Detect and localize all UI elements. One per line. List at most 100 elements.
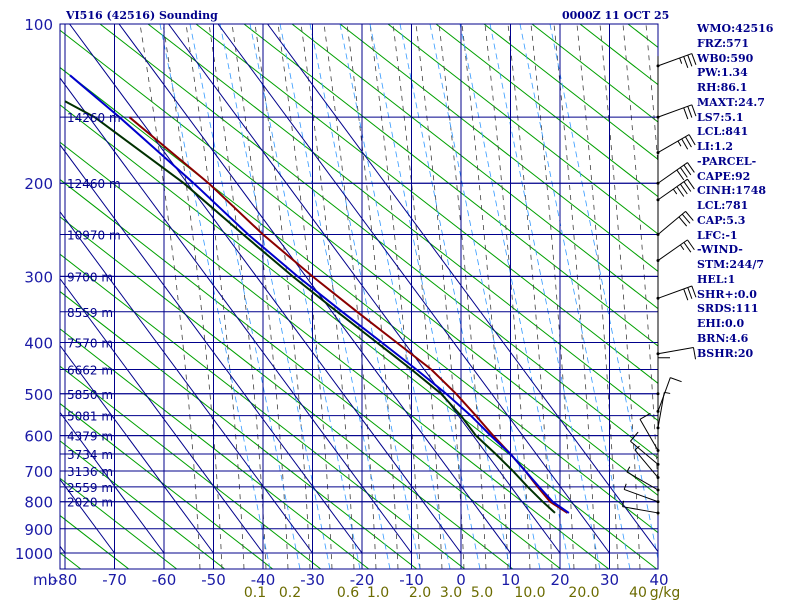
mixing-ratio-label: g/kg <box>650 585 681 600</box>
wind-barb <box>656 134 696 155</box>
stat-item: PW:1.34 <box>697 66 748 80</box>
moist-adiabat <box>599 24 641 569</box>
height-label: 2020 m <box>67 496 113 510</box>
mixing-ratio-label: 0.2 <box>279 585 301 600</box>
mixing-ratio-label: 20.0 <box>568 585 599 600</box>
height-label: 9700 m <box>67 270 113 284</box>
height-label: 6662 m <box>67 364 113 378</box>
mixing-ratio-line <box>339 24 451 569</box>
moist-adiabat <box>369 24 421 569</box>
pressure-tick-label: 1000 <box>15 545 53 563</box>
wind-barb <box>656 210 694 237</box>
height-label: 10970 m <box>67 229 121 243</box>
height-label: 14260 m <box>67 111 121 125</box>
mixing-ratio-label: 5.0 <box>471 585 493 600</box>
wind-barb <box>656 346 697 360</box>
sounding-traces <box>64 74 570 514</box>
isotherm-line <box>267 24 658 553</box>
mixing-ratio-line <box>189 24 301 569</box>
stat-item: LI:1.2 <box>697 140 734 153</box>
wind-barb <box>656 162 695 185</box>
height-label: 7570 m <box>67 336 113 350</box>
moist-adiabat <box>622 24 658 495</box>
dewpoint-trace <box>64 100 556 514</box>
dry-adiabat <box>60 365 322 569</box>
stat-item: SRDS:111 <box>697 302 759 316</box>
dry-adiabat <box>99 24 658 459</box>
isotherm-line <box>217 24 610 554</box>
moist-adiabat <box>162 24 223 569</box>
mixing-ratio-label: 3.0 <box>440 585 462 600</box>
stat-item: SHR+:0.0 <box>697 287 757 301</box>
mixing-ratio-label: 0.6 <box>337 585 359 600</box>
stat-item: LS7:5.1 <box>697 110 744 124</box>
moist-adiabat <box>438 24 487 569</box>
stat-item: CAPE:92 <box>697 169 751 183</box>
parcel-trace <box>69 74 570 514</box>
dry-adiabat <box>60 440 226 569</box>
temperature-tick-label: 30 <box>600 571 619 589</box>
wind-barb <box>634 445 660 480</box>
mixing-ratio-label: 10.0 <box>514 585 545 600</box>
moist-adiabat <box>392 24 443 569</box>
stats-panel: WMO:42516 FRZ:571 WB0:590 PW:1.34 RH:86.1 MAX… <box>697 22 773 361</box>
wind-barb <box>656 377 682 413</box>
moist-adiabat <box>139 24 201 569</box>
chart-title: VI516 (42516) Sounding <box>66 9 218 22</box>
pressure-tick-label: 100 <box>24 16 53 34</box>
stat-item: MAXT:24.7 <box>697 95 765 109</box>
pressure-tick-label: 700 <box>24 463 53 481</box>
moist-adiabat <box>277 24 333 569</box>
temperature-tick-label: -70 <box>102 571 127 589</box>
mixing-ratio-label: 0.1 <box>244 585 266 600</box>
moist-adiabat <box>323 24 377 569</box>
dry-adiabat <box>60 328 370 569</box>
moist-adiabat <box>415 24 465 569</box>
stat-item: CAP:5.3 <box>697 213 746 227</box>
wind-barb <box>639 412 660 452</box>
pressure-tick-label: 800 <box>24 494 53 512</box>
dry-adiabat <box>60 477 178 569</box>
height-label: 12460 m <box>67 177 121 191</box>
temperature-tick-label: 0 <box>456 571 466 589</box>
temperature-tick-label: -60 <box>152 571 177 589</box>
temperature-tick-label: 40 <box>649 571 668 589</box>
mixing-ratio-label: 2.0 <box>409 585 431 600</box>
moist-adiabat <box>645 24 658 170</box>
stat-item: FRZ:571 <box>697 36 750 50</box>
moist-adiabat <box>530 24 575 569</box>
isotherm-line <box>60 411 165 554</box>
moist-adiabat <box>461 24 509 569</box>
mixing-ratio-line <box>399 24 511 569</box>
stat-item: EHI:0.0 <box>697 317 745 330</box>
mixing-ratio-line <box>459 24 571 569</box>
isotherm-line <box>60 144 363 554</box>
wind-barb <box>623 483 660 504</box>
moist-adiabat <box>507 24 553 569</box>
wind-barb <box>626 466 660 492</box>
moist-adiabat <box>208 24 267 569</box>
pressure-tick-label: 500 <box>24 386 53 404</box>
isotherm-line <box>60 277 264 554</box>
mixing-ratio-line <box>549 24 658 562</box>
temperature-tick-label: -30 <box>300 571 325 589</box>
moist-adiabat <box>553 24 597 569</box>
sounding-datetime: 0000Z 11 OCT 25 <box>562 9 670 22</box>
wind-barbs <box>622 53 697 516</box>
wind-barb <box>656 178 695 202</box>
wind-barb <box>656 53 697 68</box>
dry-adiabat <box>772 24 800 584</box>
mixing-ratio-line <box>159 24 271 569</box>
wind-barb <box>656 239 695 263</box>
mixing-ratio-label: 1.0 <box>367 585 389 600</box>
temperature-tick-label: 20 <box>550 571 569 589</box>
isotherm-line <box>118 24 511 554</box>
moist-adiabat <box>576 24 619 569</box>
stat-item: LCL:781 <box>697 199 749 212</box>
temperature-tick-label: -10 <box>399 571 424 589</box>
temperature-tick-label: -50 <box>201 571 226 589</box>
moist-adiabat <box>254 24 311 569</box>
mixing-ratio-label: 40 <box>629 585 647 600</box>
height-label: 2559 m <box>67 481 113 495</box>
isotherms <box>60 24 658 569</box>
